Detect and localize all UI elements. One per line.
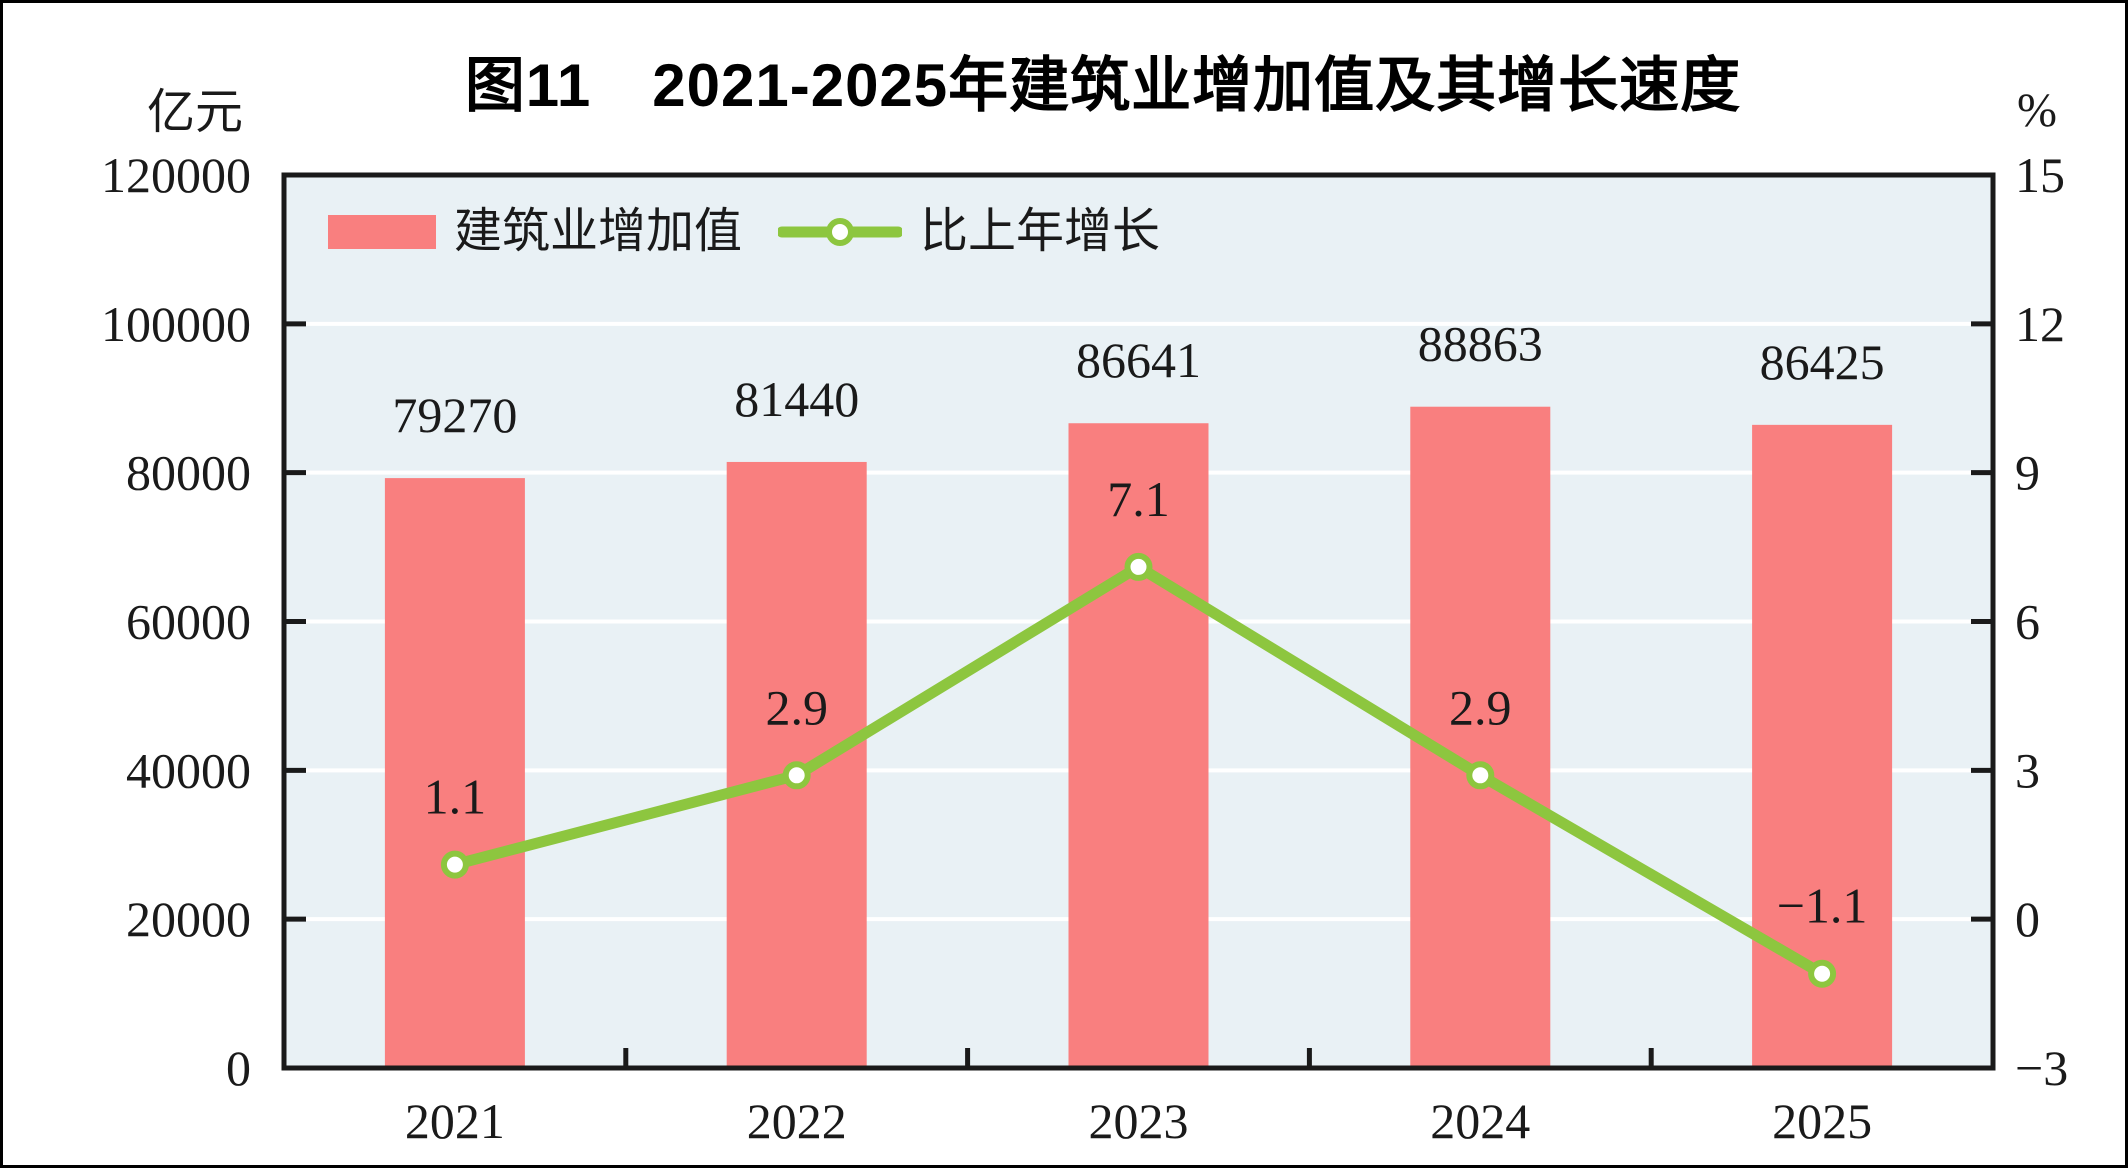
data-point-2023 (1124, 552, 1153, 581)
right-axis-tick-label: −3 (2015, 1040, 2068, 1096)
x-axis-label: 2022 (747, 1093, 847, 1149)
right-axis-tick-label: 0 (2015, 891, 2040, 947)
left-axis-tick-label: 0 (226, 1040, 251, 1096)
right-axis-tick-label: 12 (2015, 296, 2065, 352)
x-axis-label: 2021 (405, 1093, 505, 1149)
growth-value-label: 7.1 (1107, 471, 1170, 527)
right-axis-tick-label: 6 (2015, 594, 2040, 650)
bar-value-label: 79270 (392, 387, 517, 443)
chart-legend: 建筑业增加值 比上年增长 (328, 206, 1160, 258)
right-axis-unit: % (2017, 84, 2057, 137)
chart-plot-area: 79270 81440 86641 88863 86425 0 20000 40000 6000… (101, 147, 2068, 1149)
right-axis-tick-label: 9 (2015, 445, 2040, 501)
bar-series-legend-label: 建筑业增加值 (454, 205, 743, 258)
left-axis-tick-label: 40000 (126, 742, 251, 798)
bar-2024 (1410, 406, 1551, 1068)
data-point-2021 (440, 850, 469, 879)
right-axis-tick-label: 3 (2015, 742, 2040, 798)
bar-value-label: 86641 (1076, 332, 1201, 388)
data-point-2024 (1466, 761, 1495, 790)
growth-value-label: 1.1 (424, 769, 487, 825)
right-axis-tick-label: 15 (2015, 147, 2065, 203)
x-axis-label: 2023 (1089, 1093, 1189, 1149)
x-axis-label: 2024 (1430, 1093, 1530, 1149)
bar-value-label: 86425 (1760, 334, 1885, 390)
line-series-marker-icon (778, 218, 903, 246)
bar-2023 (1068, 423, 1209, 1068)
data-point-2022 (782, 761, 811, 790)
growth-value-label: −1.1 (1777, 878, 1868, 934)
left-axis-tick-label: 120000 (101, 147, 251, 203)
growth-value-label: 2.9 (765, 679, 828, 735)
bar-value-label: 88863 (1418, 316, 1543, 372)
left-axis-tick-label: 100000 (101, 296, 251, 352)
chart-title: 图11 2021-2025年建筑业增加值及其增长速度 (464, 52, 1742, 119)
data-point-2025 (1808, 959, 1837, 988)
plot-frame (281, 172, 1996, 1071)
x-axis-label: 2025 (1772, 1093, 1872, 1149)
line-series-legend-label: 比上年增长 (920, 205, 1161, 258)
bar-value-label: 81440 (734, 371, 859, 427)
bar-series-swatch-icon (328, 215, 436, 249)
left-axis-tick-label: 80000 (126, 445, 251, 501)
left-axis-unit: 亿元 (146, 86, 243, 139)
left-axis-tick-label: 60000 (126, 594, 251, 650)
growth-value-label: 2.9 (1449, 679, 1512, 735)
left-axis-tick-label: 20000 (126, 891, 251, 947)
bar-2021 (384, 478, 525, 1068)
